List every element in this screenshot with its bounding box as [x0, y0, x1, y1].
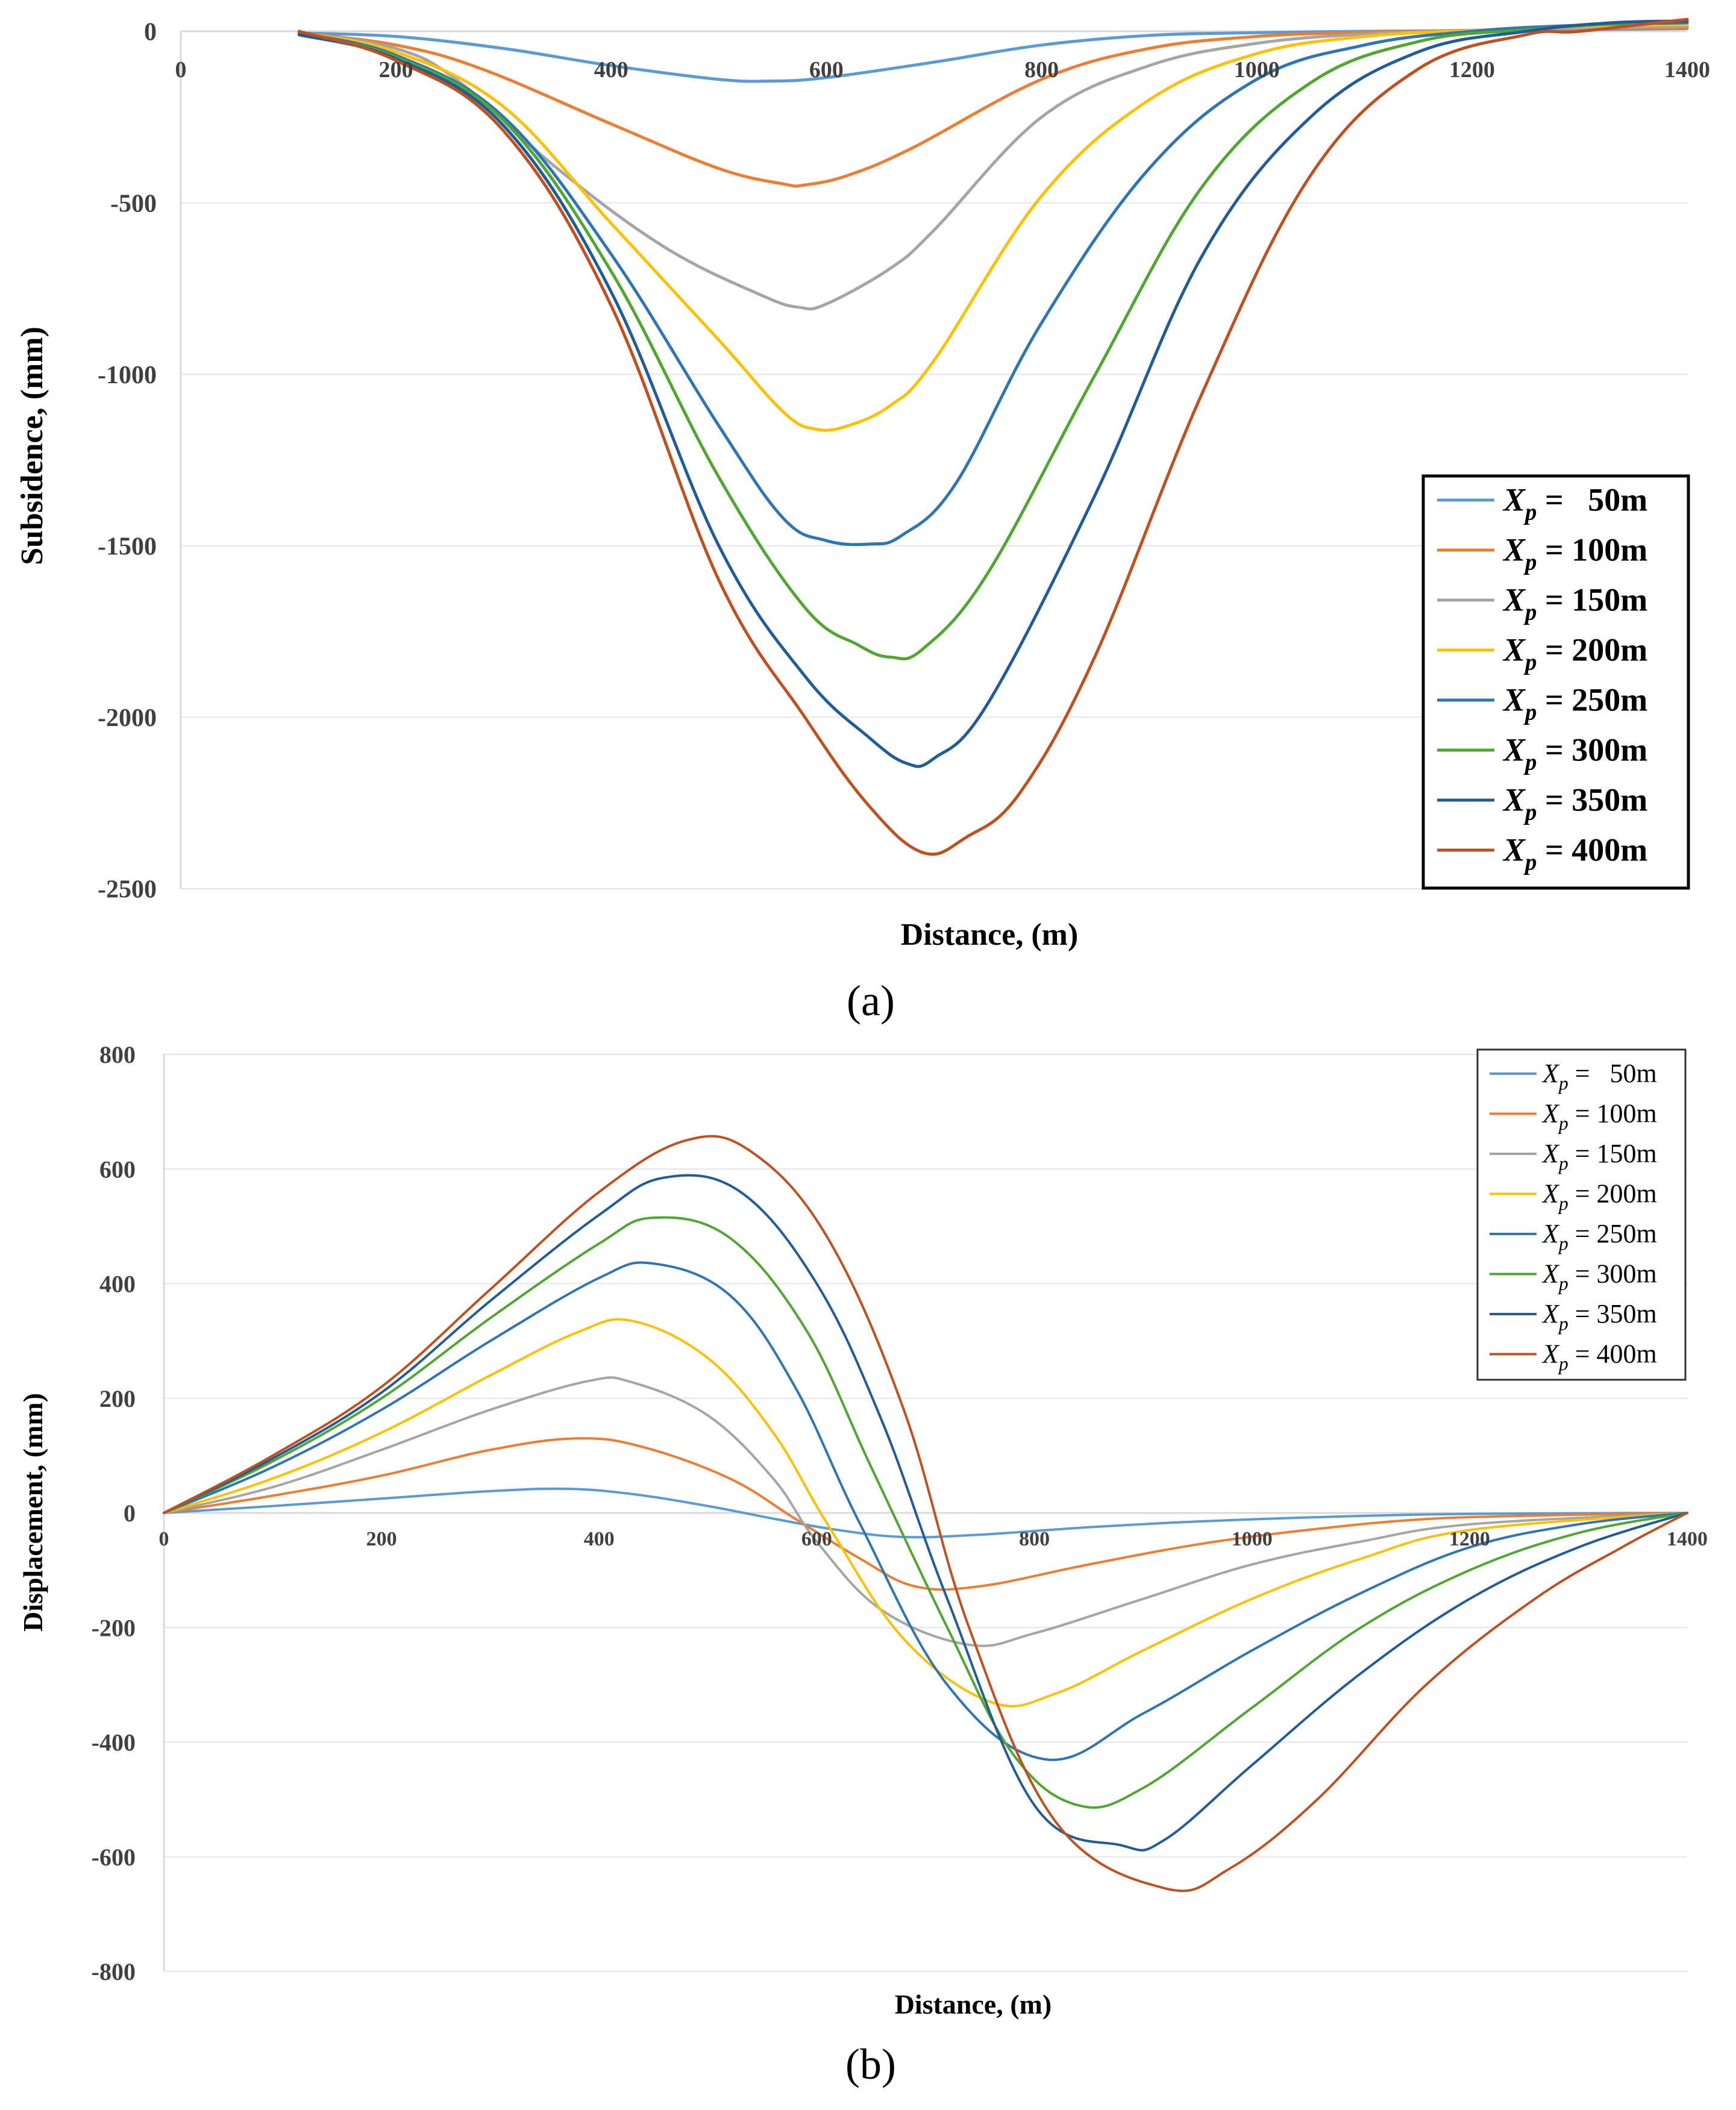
subsidence-caption: (a)	[847, 977, 895, 1025]
b-series-line-8	[163, 1135, 1688, 1892]
a-series-line-6	[297, 19, 1689, 661]
b-x-tick-label: 1000	[1232, 1528, 1273, 1550]
a-x-tick-label: 1200	[1449, 57, 1495, 83]
b-series-line-4	[163, 1318, 1688, 1708]
b-legend-label-4: Xp = 200m	[1541, 1179, 1657, 1214]
b-x-tick-label: 800	[1019, 1528, 1050, 1550]
displacement-y-axis-title: Displacement, (mm)	[17, 1393, 48, 1632]
a-x-tick-label: 600	[809, 57, 844, 83]
b-legend-label-8: Xp = 400m	[1541, 1339, 1657, 1374]
a-legend-label-5: Xp = 250m	[1502, 681, 1647, 725]
b-legend-label-5: Xp = 250m	[1541, 1219, 1657, 1254]
b-y-tick-label: 800	[99, 1041, 136, 1068]
a-y-tick-label: 0	[144, 19, 157, 46]
a-y-tick-label: -2000	[98, 704, 157, 732]
b-x-tick-label: 0	[159, 1528, 169, 1550]
a-series-line-5	[297, 21, 1689, 546]
b-y-tick-label: 0	[124, 1500, 136, 1527]
displacement-x-axis-title: Distance, (m)	[895, 1989, 1052, 2020]
a-x-tick-label: 1000	[1234, 57, 1280, 83]
b-legend-label-7: Xp = 350m	[1541, 1299, 1657, 1334]
b-x-tick-label: 600	[801, 1528, 832, 1550]
a-legend-label-8: Xp = 400m	[1502, 831, 1647, 875]
b-series-line-7	[163, 1174, 1688, 1852]
b-y-tick-label: -600	[92, 1844, 136, 1871]
b-series-line-2	[163, 1437, 1688, 1591]
b-legend-label-1: Xp = 50m	[1541, 1059, 1657, 1094]
displacement-tick-labels: 800 600 400 200 0 -200 -400 -600 -800 0 200 400 600 8…	[92, 1041, 1708, 1985]
a-legend-label-4: Xp = 200m	[1502, 631, 1647, 675]
a-legend-label-7: Xp = 350m	[1502, 781, 1647, 825]
displacement-legend: Xp = 50m Xp = 100m Xp = 150m Xp = 200m Xp = …	[1476, 1048, 1687, 1381]
b-x-tick-label: 1400	[1667, 1528, 1708, 1550]
b-y-tick-label: 200	[99, 1385, 136, 1412]
subsidence-y-axis-title: Subsidence, (mm)	[15, 327, 49, 565]
displacement-legend-box	[1476, 1048, 1687, 1381]
b-series-line-5	[163, 1261, 1688, 1761]
b-y-tick-label: -400	[92, 1729, 136, 1756]
b-legend-label-2: Xp = 100m	[1541, 1099, 1657, 1134]
subsidence-legend-box	[1421, 474, 1690, 890]
b-legend-label-6: Xp = 300m	[1541, 1259, 1657, 1294]
b-y-tick-label: 400	[99, 1271, 136, 1298]
b-y-tick-label: 600	[99, 1156, 136, 1183]
a-y-tick-label: -500	[110, 190, 157, 218]
a-x-tick-label: 200	[379, 57, 413, 83]
b-x-tick-label: 200	[366, 1528, 397, 1550]
b-series-line-3	[163, 1376, 1688, 1647]
a-series-line-7	[297, 19, 1689, 768]
a-legend-label-6: Xp = 300m	[1502, 731, 1647, 775]
a-series-line-8	[297, 17, 1689, 856]
a-y-tick-label: -1000	[98, 362, 157, 389]
b-x-tick-label: 1200	[1449, 1528, 1490, 1550]
a-legend-label-3: Xp = 150m	[1502, 581, 1647, 625]
a-x-tick-label: 800	[1024, 57, 1059, 83]
subsidence-series	[297, 17, 1689, 856]
displacement-caption: (b)	[845, 2040, 896, 2088]
displacement-chart: 800 600 400 200 0 -200 -400 -600 -800 0 200 400 600 8…	[17, 1041, 1708, 2088]
subsidence-grid	[180, 30, 1687, 889]
a-y-tick-label: -1500	[98, 533, 157, 561]
a-legend-label-1: Xp = 50m	[1502, 481, 1647, 525]
b-series-line-6	[163, 1216, 1688, 1809]
a-x-tick-label: 0	[175, 57, 187, 83]
subsidence-tick-labels: 0 -500 -1000 -1500 -2000 -2500 0 200 400 600 800 10…	[98, 19, 1710, 904]
displacement-grid	[163, 1054, 1687, 1972]
b-y-tick-label: -200	[92, 1614, 136, 1641]
a-x-tick-label: 1400	[1664, 57, 1710, 83]
a-legend-label-2: Xp = 100m	[1502, 531, 1647, 575]
b-y-tick-label: -800	[92, 1958, 136, 1985]
a-series-line-4	[297, 23, 1689, 432]
b-x-tick-label: 400	[584, 1528, 615, 1550]
displacement-series	[163, 1135, 1688, 1892]
b-legend-label-3: Xp = 150m	[1541, 1139, 1657, 1174]
subsidence-x-axis-title: Distance, (m)	[901, 918, 1079, 952]
subsidence-legend: Xp = 50m Xp = 100m Xp = 150m Xp = 200m Xp = …	[1421, 474, 1690, 890]
a-x-tick-label: 400	[594, 57, 628, 83]
subsidence-chart: 0 -500 -1000 -1500 -2000 -2500 0 200 400 600 800 10…	[15, 17, 1710, 1025]
a-y-tick-label: -2500	[98, 876, 157, 904]
